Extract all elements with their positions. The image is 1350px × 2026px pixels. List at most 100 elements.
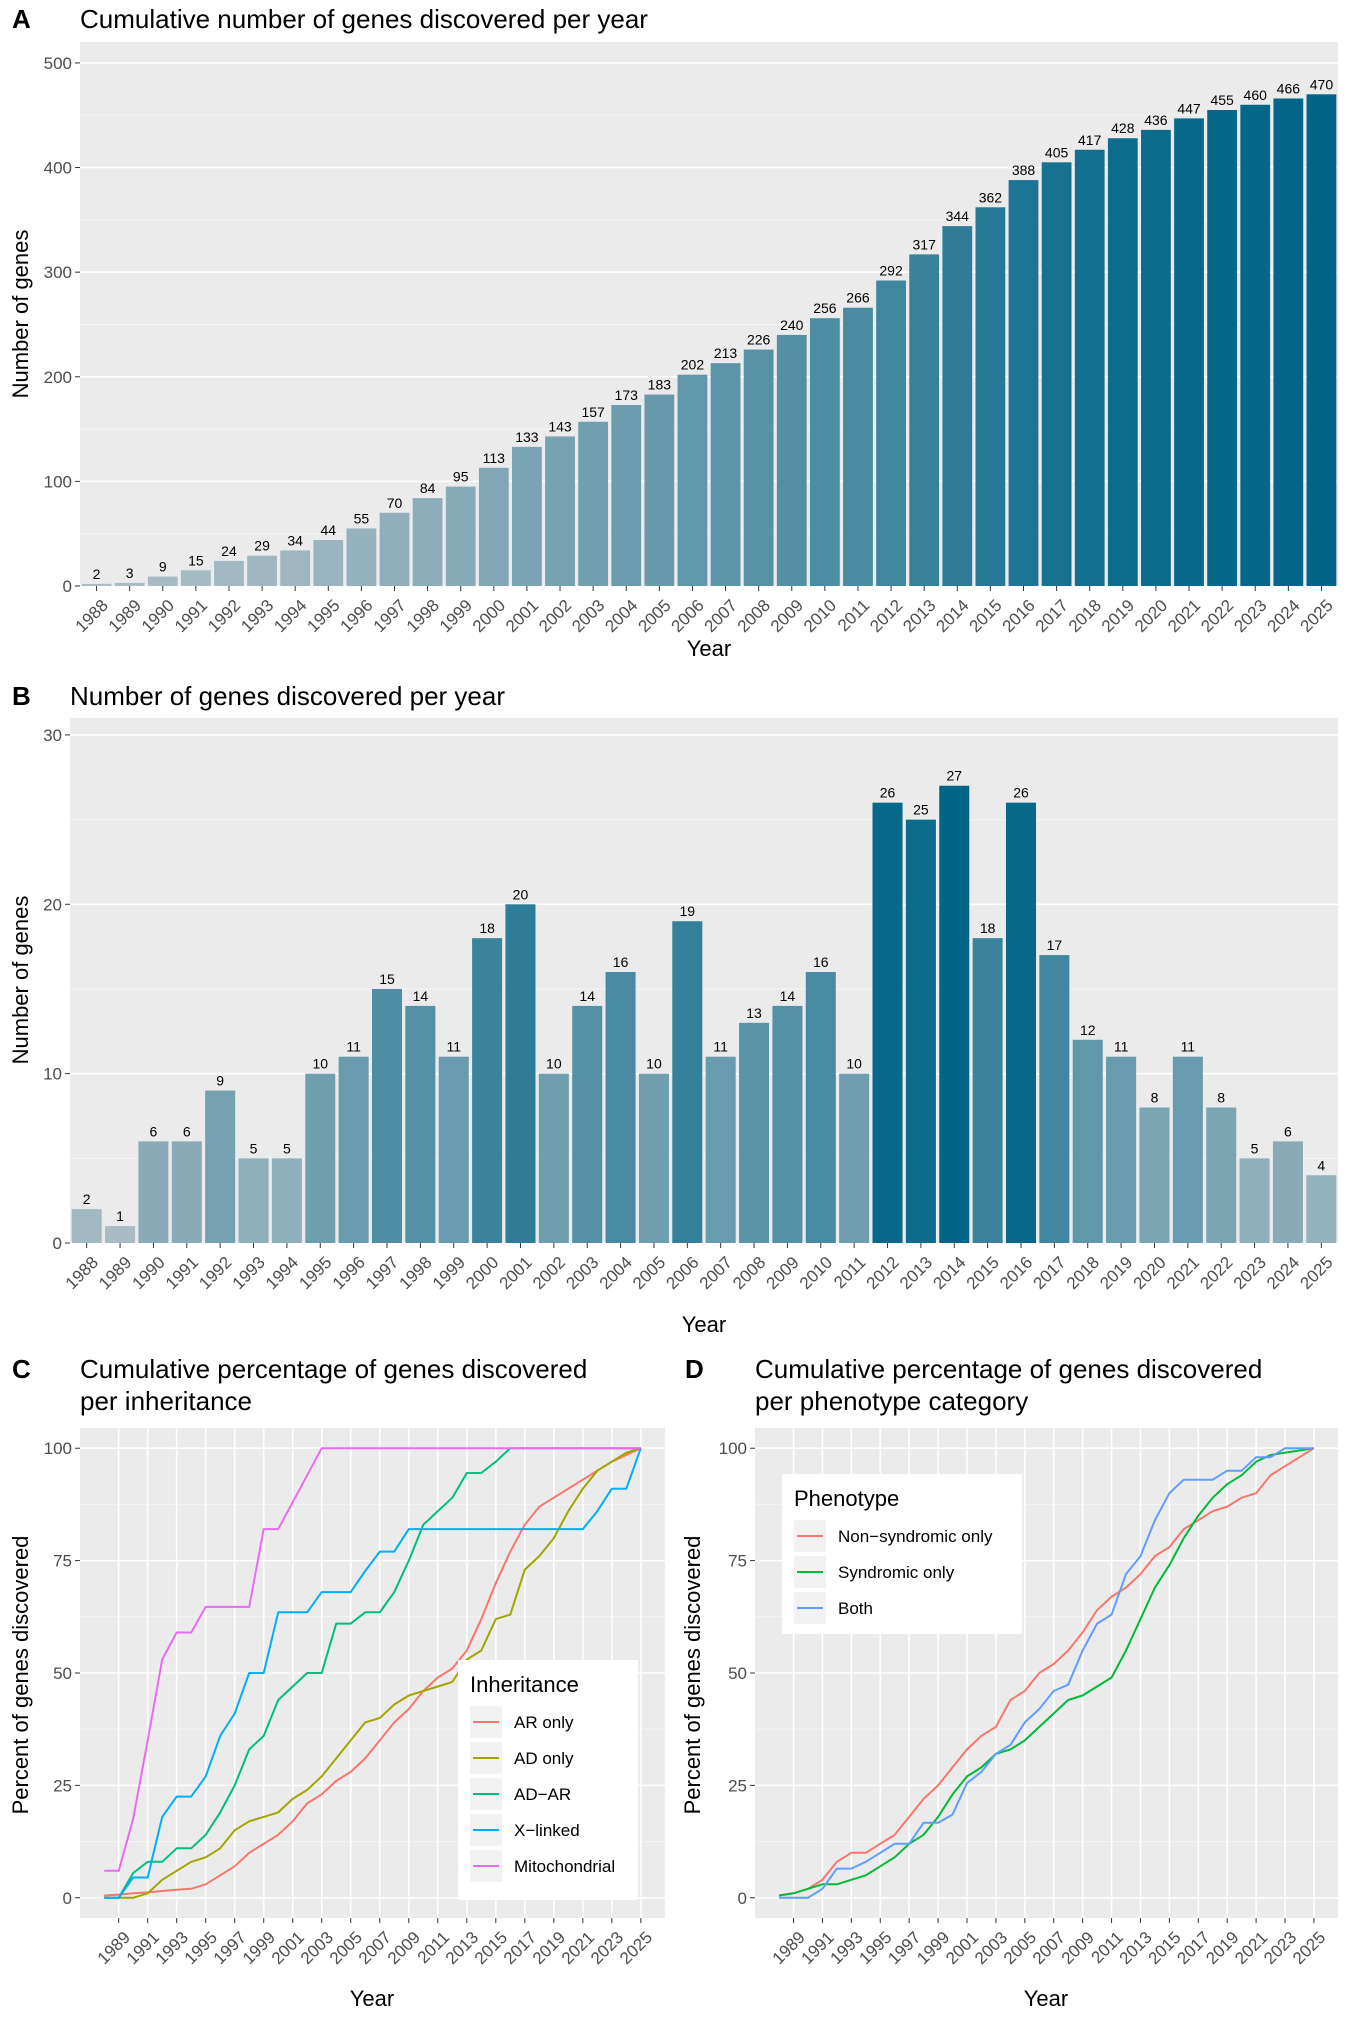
x-tick-label: 2004 bbox=[596, 1253, 636, 1293]
data-label: 460 bbox=[1244, 87, 1268, 103]
panel-d-y-axis-title: Percent of genes discovered bbox=[680, 1536, 705, 1815]
legend-label: Mitochondrial bbox=[514, 1857, 615, 1876]
y-tick-label: 300 bbox=[44, 263, 72, 282]
y-tick-label: 0 bbox=[63, 577, 72, 596]
bar-1996 bbox=[338, 1056, 369, 1243]
data-label: 470 bbox=[1310, 76, 1334, 92]
bar-2000 bbox=[478, 467, 509, 586]
data-label: 362 bbox=[979, 189, 1003, 205]
bar-1994 bbox=[271, 1158, 302, 1243]
bar-1998 bbox=[412, 498, 443, 586]
y-tick-label: 10 bbox=[43, 1065, 62, 1084]
data-label: 5 bbox=[283, 1140, 291, 1156]
bar-2019 bbox=[1107, 138, 1138, 586]
series-line bbox=[778, 1447, 1315, 1897]
bar-1990 bbox=[138, 1141, 169, 1243]
x-tick-label: 2010 bbox=[796, 1253, 836, 1293]
x-tick-label: 2007 bbox=[701, 596, 741, 636]
y-tick-label: 100 bbox=[44, 1439, 72, 1458]
bar-2016 bbox=[1005, 802, 1037, 1243]
x-tick-label: 2008 bbox=[734, 596, 774, 636]
data-label: 24 bbox=[221, 543, 237, 559]
y-tick-label: 0 bbox=[53, 1234, 62, 1253]
y-tick-label: 75 bbox=[728, 1552, 747, 1571]
panel-b-y-ticks: 0 10 20 30 bbox=[43, 726, 70, 1253]
x-tick-label: 1991 bbox=[171, 596, 211, 636]
bar-2006 bbox=[672, 921, 703, 1243]
bar-2009 bbox=[776, 334, 807, 586]
data-label: 256 bbox=[813, 300, 837, 316]
bar-2002 bbox=[545, 436, 575, 586]
x-tick-label: 2021 bbox=[558, 1928, 598, 1968]
bar-2010 bbox=[809, 318, 840, 586]
data-label: 6 bbox=[150, 1123, 158, 1139]
data-label: 44 bbox=[321, 522, 337, 538]
x-tick-label: 2001 bbox=[502, 596, 542, 636]
data-label: 55 bbox=[354, 510, 370, 526]
x-tick-label: 1991 bbox=[123, 1928, 163, 1968]
x-tick-label: 1990 bbox=[138, 596, 178, 636]
x-tick-label: 2000 bbox=[469, 596, 509, 636]
y-tick-label: 500 bbox=[44, 54, 72, 73]
x-tick-label: 1995 bbox=[181, 1928, 221, 1968]
panel-c-y-axis-title: Percent of genes discovered bbox=[8, 1536, 33, 1815]
x-tick-label: 2015 bbox=[966, 596, 1006, 636]
x-tick-label: 2004 bbox=[601, 596, 641, 636]
bar-2016 bbox=[1008, 180, 1039, 587]
panel-d-legend-items: Non−syndromic only Syndromic only Both bbox=[794, 1520, 993, 1624]
data-label: 18 bbox=[479, 920, 495, 936]
panel-c-legend: Inheritance AR only AD only AD−AR X−linked M… bbox=[458, 1660, 638, 1900]
bar-2018 bbox=[1072, 1039, 1103, 1243]
data-label: 436 bbox=[1144, 112, 1168, 128]
data-label: 34 bbox=[287, 532, 303, 548]
bar-1993 bbox=[238, 1158, 269, 1243]
panel-d-y-ticks: 0 25 50 75 100 bbox=[719, 1439, 755, 1908]
legend-label: AR only bbox=[514, 1713, 574, 1732]
series-line bbox=[779, 1447, 1314, 1899]
x-tick-label: 1992 bbox=[195, 1253, 235, 1293]
bar-2006 bbox=[677, 374, 708, 586]
x-tick-label: 2025 bbox=[1296, 1253, 1336, 1293]
panel-b: B Number of genes discovered per year 2 1… bbox=[8, 681, 1338, 1337]
x-tick-label: 1996 bbox=[337, 596, 377, 636]
x-tick-label: 2012 bbox=[863, 1253, 903, 1293]
x-tick-label: 1996 bbox=[329, 1253, 369, 1293]
data-label: 20 bbox=[513, 886, 529, 902]
panel-a-letter: A bbox=[12, 4, 31, 34]
x-tick-label: 2022 bbox=[1197, 596, 1237, 636]
x-tick-label: 2012 bbox=[866, 596, 906, 636]
data-label: 292 bbox=[879, 263, 903, 279]
x-tick-label: 2019 bbox=[1096, 1253, 1136, 1293]
data-label: 13 bbox=[746, 1005, 762, 1021]
bar-2021 bbox=[1174, 118, 1204, 586]
panel-d-title-line-1: Cumulative percentage of genes discovere… bbox=[755, 1354, 1262, 1384]
data-label: 388 bbox=[1012, 162, 1036, 178]
x-tick-label: 2023 bbox=[1230, 596, 1270, 636]
bar-2024 bbox=[1273, 98, 1304, 586]
x-tick-label: 2009 bbox=[767, 596, 807, 636]
data-label: 18 bbox=[980, 920, 996, 936]
x-tick-label: 1993 bbox=[229, 1253, 269, 1293]
x-tick-label: 2015 bbox=[1145, 1928, 1185, 1968]
data-label: 84 bbox=[420, 480, 436, 496]
data-label: 466 bbox=[1277, 80, 1301, 96]
x-tick-label: 2011 bbox=[834, 596, 873, 635]
panel-c-legend-items: AR only AD only AD−AR X−linked Mitochondrial bbox=[470, 1706, 615, 1882]
data-label: 6 bbox=[1284, 1123, 1292, 1139]
x-tick-label: 1995 bbox=[855, 1928, 895, 1968]
data-label: 183 bbox=[648, 377, 672, 393]
bar-1997 bbox=[371, 988, 403, 1243]
x-tick-label: 2006 bbox=[662, 1253, 702, 1293]
series-line bbox=[778, 1447, 1315, 1897]
x-tick-label: 2013 bbox=[1116, 1928, 1156, 1968]
x-tick-label: 2007 bbox=[696, 1253, 736, 1293]
data-label: 202 bbox=[681, 357, 705, 373]
x-tick-label: 2024 bbox=[1263, 596, 1303, 636]
y-tick-label: 100 bbox=[719, 1439, 747, 1458]
y-tick-label: 25 bbox=[53, 1776, 72, 1795]
bar-1990 bbox=[147, 576, 178, 586]
data-label: 17 bbox=[1047, 937, 1063, 953]
panel-c-title-line-1: Cumulative percentage of genes discovere… bbox=[80, 1354, 587, 1384]
x-tick-label: 2002 bbox=[529, 1253, 569, 1293]
panel-a-x-axis-title: Year bbox=[687, 636, 731, 661]
